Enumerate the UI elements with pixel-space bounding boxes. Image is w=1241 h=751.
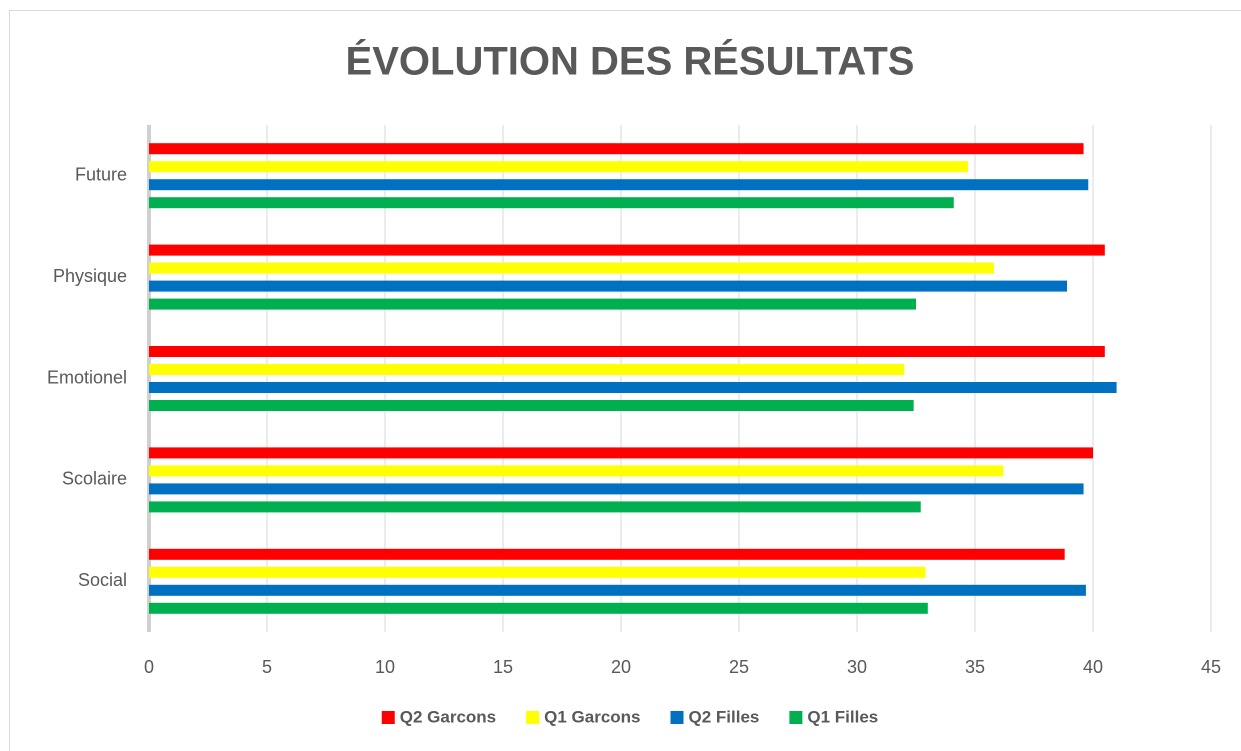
bar [149,501,921,513]
bar [149,197,954,209]
bar [149,602,928,614]
bar [149,548,1065,560]
legend-swatch [526,711,540,724]
x-tick-label: 5 [262,657,272,677]
legend-swatch [381,711,395,724]
bar [149,179,1089,191]
bar [149,161,968,173]
y-tick-label: Social [78,570,127,590]
legend-label: Q1 Filles [807,707,878,726]
y-tick-label: Scolaire [62,469,127,489]
x-tick-label: 15 [493,657,513,677]
legend-label: Q1 Garcons [544,707,640,726]
bar [149,364,905,375]
x-tick-label: 40 [1083,657,1103,677]
x-tick-label: 0 [144,657,154,677]
legend-swatch [670,711,684,724]
bar [149,280,1068,292]
legend-label: Q2 Filles [689,707,760,726]
x-tick-label: 30 [847,657,867,677]
x-tick-label: 20 [611,657,631,677]
bar [149,382,1117,393]
x-tick-label: 25 [729,657,749,677]
x-tick-label: 35 [965,657,985,677]
legend-label: Q2 Garcons [400,707,496,726]
bar [149,447,1093,459]
bar [149,262,994,274]
bar [149,298,916,310]
bar [149,143,1084,155]
y-tick-label: Physique [53,266,127,286]
y-tick-label: Emotionel [47,367,127,387]
bar [149,400,914,411]
bar [149,465,1004,477]
x-tick-label: 45 [1201,657,1221,677]
chart-title: ÉVOLUTION DES RÉSULTATS [346,39,915,84]
legend-swatch [789,711,803,724]
bar [149,346,1105,357]
bar [149,584,1086,596]
x-tick-label: 10 [375,657,395,677]
bar [149,566,926,578]
bar [149,483,1084,495]
chart-border [9,10,1241,751]
y-tick-label: Future [75,164,127,184]
bar [149,244,1105,256]
